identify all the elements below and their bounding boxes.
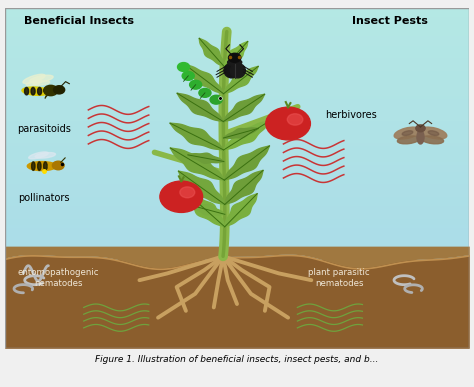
Ellipse shape [22, 87, 50, 95]
Ellipse shape [25, 87, 28, 95]
Ellipse shape [31, 87, 35, 95]
Text: Insect Pests: Insect Pests [352, 16, 428, 26]
Circle shape [210, 95, 222, 104]
Circle shape [199, 89, 211, 97]
Ellipse shape [230, 63, 246, 78]
Circle shape [182, 72, 194, 80]
Circle shape [228, 53, 241, 62]
Circle shape [160, 181, 202, 212]
Polygon shape [170, 123, 224, 150]
Polygon shape [224, 66, 258, 94]
Ellipse shape [44, 162, 47, 170]
Circle shape [53, 161, 64, 170]
Polygon shape [185, 64, 224, 94]
Polygon shape [224, 146, 270, 180]
Circle shape [190, 80, 202, 89]
Ellipse shape [428, 131, 439, 135]
Text: pollinators: pollinators [18, 194, 70, 203]
Ellipse shape [224, 63, 239, 78]
Ellipse shape [397, 136, 419, 144]
Polygon shape [178, 171, 225, 204]
Ellipse shape [33, 81, 50, 85]
Circle shape [44, 85, 58, 96]
Circle shape [180, 187, 195, 198]
Polygon shape [170, 148, 224, 180]
Text: plant parasitic
nematodes: plant parasitic nematodes [309, 268, 370, 288]
Ellipse shape [30, 75, 53, 83]
Polygon shape [188, 153, 224, 163]
Ellipse shape [37, 87, 42, 95]
Ellipse shape [37, 162, 41, 170]
Circle shape [54, 86, 64, 94]
Ellipse shape [26, 80, 42, 86]
Circle shape [178, 63, 190, 72]
Ellipse shape [27, 161, 56, 171]
Ellipse shape [32, 162, 35, 170]
Ellipse shape [394, 127, 421, 139]
Polygon shape [199, 38, 224, 67]
Polygon shape [186, 193, 225, 227]
Polygon shape [224, 121, 269, 150]
Polygon shape [190, 204, 225, 215]
Polygon shape [225, 194, 257, 227]
Ellipse shape [421, 136, 444, 144]
Ellipse shape [417, 130, 424, 144]
Ellipse shape [228, 59, 242, 65]
Text: Figure 1. Illustration of beneficial insects, insect pests, and b...: Figure 1. Illustration of beneficial ins… [95, 355, 379, 364]
Polygon shape [224, 41, 248, 67]
Polygon shape [177, 93, 223, 122]
Circle shape [266, 107, 310, 140]
Ellipse shape [402, 131, 413, 135]
Text: parasitoids: parasitoids [17, 123, 71, 134]
Polygon shape [223, 128, 258, 139]
Text: entomopathogenic
nematodes: entomopathogenic nematodes [18, 268, 99, 288]
Ellipse shape [23, 74, 45, 84]
Ellipse shape [35, 152, 55, 158]
Circle shape [416, 125, 425, 132]
Circle shape [287, 114, 303, 125]
Polygon shape [225, 170, 263, 204]
Text: Beneficial Insects: Beneficial Insects [24, 16, 134, 26]
Text: herbivores: herbivores [325, 110, 377, 120]
Ellipse shape [420, 127, 447, 139]
Ellipse shape [29, 152, 48, 159]
Polygon shape [223, 94, 264, 122]
